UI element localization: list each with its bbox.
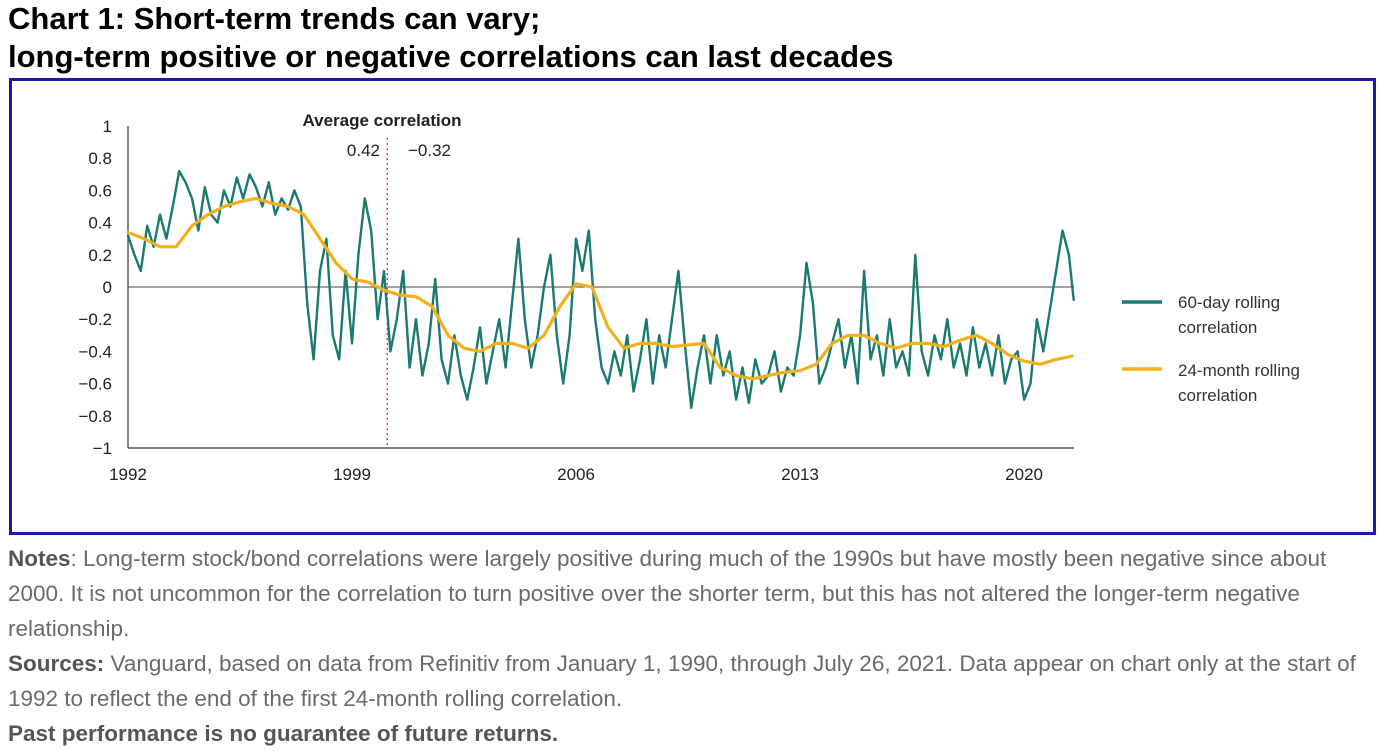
series-60day-rolling-correlation <box>126 169 1075 409</box>
y-tick-label: 0.4 <box>88 214 112 233</box>
legend-label-60day-line2: correlation <box>1178 318 1257 337</box>
y-tick-label: 1 <box>103 117 112 136</box>
x-tick-label: 2006 <box>557 465 595 484</box>
legend-label-60day-line1: 60-day rolling <box>1178 293 1280 312</box>
x-tick-label: 2020 <box>1005 465 1043 484</box>
y-tick-label: −0.6 <box>78 375 112 394</box>
average-correlation-annotation: Average correlation 0.42 −0.32 <box>302 111 461 160</box>
series-24month-rolling-correlation <box>126 196 1074 381</box>
disclaimer: Past performance is no guarantee of futu… <box>8 721 559 746</box>
y-tick-label: −0.8 <box>78 407 112 426</box>
y-axis: 1 0.8 0.6 0.4 0.2 0 −0.2 −0.4 −0.6 −0.8 −1 <box>78 117 1074 458</box>
x-tick-label: 1992 <box>109 465 147 484</box>
x-axis: 1992 1999 2006 2013 2020 <box>109 447 1074 484</box>
y-tick-label: −0.2 <box>78 310 112 329</box>
avg-correlation-title: Average correlation <box>302 111 461 130</box>
legend-label-24month-line1: 24-month rolling <box>1178 361 1300 380</box>
series-layer <box>126 138 1075 448</box>
y-tick-label: 0.2 <box>88 246 112 265</box>
y-tick-label: −1 <box>93 439 112 458</box>
y-tick-label: 0 <box>103 278 112 297</box>
y-tick-label: −0.4 <box>78 342 112 361</box>
chart-title: Chart 1: Short-term trends can vary; lon… <box>8 0 1378 76</box>
y-tick-label: 0.6 <box>88 181 112 200</box>
x-tick-label: 2013 <box>781 465 819 484</box>
sources-paragraph: Sources: Vanguard, based on data from Re… <box>8 646 1378 716</box>
x-tick-label: 1999 <box>333 465 371 484</box>
y-tick-label: 0.8 <box>88 149 112 168</box>
correlation-chart: 10.80.60.40.20−0.2−0.4−0.6−0.8−1 1992 199… <box>78 111 1300 484</box>
title-line-2: long-term positive or negative correlati… <box>8 39 894 74</box>
avg-correlation-left-value: 0.42 <box>347 141 380 160</box>
avg-correlation-right-value: −0.32 <box>408 141 451 160</box>
legend-label-24month-line2: correlation <box>1178 386 1257 405</box>
notes-text: : Long-term stock/bond correlations were… <box>8 546 1327 641</box>
sources-label: Sources: <box>8 651 105 676</box>
notes-paragraph: Notes: Long-term stock/bond correlations… <box>8 541 1378 646</box>
chart-notes: Notes: Long-term stock/bond correlations… <box>8 541 1378 751</box>
notes-label: Notes <box>8 546 71 571</box>
sources-text: Vanguard, based on data from Refinitiv f… <box>8 651 1356 711</box>
title-line-1: Chart 1: Short-term trends can vary; <box>8 1 541 36</box>
legend: 60-day rolling correlation 24-month roll… <box>1122 293 1300 405</box>
chart-frame: 1 0.8 0.6 0.4 0.2 0 −0.2 −0.4 −0.6 −0.8 −1 1992 199… <box>9 78 1376 535</box>
